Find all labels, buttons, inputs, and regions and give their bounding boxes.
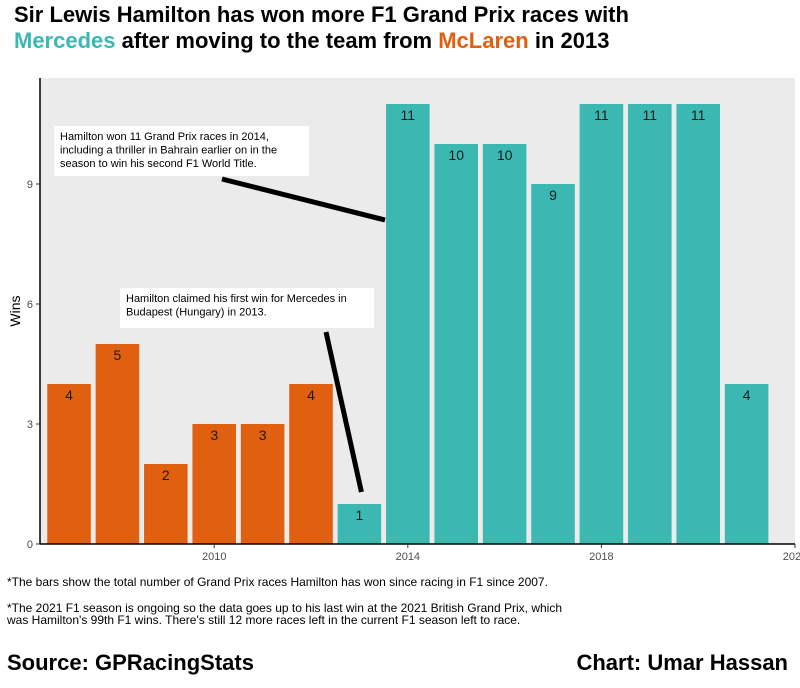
bar-label-2010: 3 <box>210 427 218 443</box>
bar-label-2013: 1 <box>356 507 364 523</box>
bar-2017 <box>531 184 575 544</box>
bar-2015 <box>434 144 478 544</box>
note-bars: *The bars show the total number of Grand… <box>7 575 548 589</box>
bar-2010 <box>192 424 237 544</box>
bar-label-2020: 11 <box>691 107 706 123</box>
chart-title: Sir Lewis Hamilton has won more F1 Grand… <box>14 2 794 54</box>
y-ticks-group: 0 3 6 9 <box>27 179 40 551</box>
bar-2020 <box>676 104 720 544</box>
title-end: in 2013 <box>528 28 610 53</box>
bar-2013 <box>337 504 382 544</box>
x-tick-label-2010: 2010 <box>202 551 226 563</box>
annotations-group: Hamilton won 11 Grand Prix races in 2014… <box>54 126 386 493</box>
bar-2019 <box>628 104 672 544</box>
annotation-box-1 <box>54 126 309 176</box>
bar-label-2019: 11 <box>643 107 658 123</box>
bar-label-2009: 2 <box>162 467 170 483</box>
annotation-pointer-2 <box>323 331 364 493</box>
x-tick-label-2014: 2014 <box>396 551 420 563</box>
bar-label-2017: 9 <box>549 187 557 203</box>
x-tick-label-2018: 2018 <box>589 551 613 563</box>
annotation-2-line-2: Budapest (Hungary) in 2013. <box>126 307 267 319</box>
y-tick-label-3: 3 <box>27 419 33 431</box>
bar-label-2014: 11 <box>401 107 416 123</box>
title-mclaren: McLaren <box>438 28 529 53</box>
bar-label-2021: 4 <box>743 387 751 403</box>
bar-label-2008: 5 <box>114 347 122 363</box>
bar-label-2015: 10 <box>448 147 464 163</box>
x-tick-label-2022: 2022 <box>783 551 800 563</box>
bar-2016 <box>482 144 527 544</box>
bar-2012 <box>289 384 333 544</box>
x-ticks-group: 2010 2014 2018 2022 <box>202 544 800 563</box>
note-season-line-1: *The 2021 F1 season is ongoing so the da… <box>7 601 562 615</box>
title-mercedes: Mercedes <box>14 28 116 53</box>
footer-credit: Chart: Umar Hassan <box>576 650 788 675</box>
annotation-2-line-1: Hamilton claimed his first win for Merce… <box>126 293 347 305</box>
y-tick-label-0: 0 <box>27 539 33 551</box>
bar-label-2018: 11 <box>594 107 609 123</box>
bar-label-2011: 3 <box>259 427 267 443</box>
y-tick-label-6: 6 <box>27 299 33 311</box>
annotation-1-line-3: season to win his second F1 World Title. <box>60 158 257 170</box>
bar-2009 <box>144 464 188 544</box>
bar-2008 <box>95 344 140 544</box>
bar-2021 <box>724 384 769 544</box>
title-mid: after moving to the team from <box>115 28 439 53</box>
bar-2014 <box>386 104 430 544</box>
title-line-1: Sir Lewis Hamilton has won more F1 Grand… <box>14 2 629 27</box>
y-tick-label-9: 9 <box>27 179 33 191</box>
bar-2007 <box>47 384 91 544</box>
y-axis-label: Wins <box>7 295 23 326</box>
bar-label-2012: 4 <box>307 387 315 403</box>
title-line-2: Mercedes after moving to the team from M… <box>14 28 794 54</box>
annotation-1-line-1: Hamilton won 11 Grand Prix races in 2014… <box>60 131 269 143</box>
annotation-1-line-2: including a thriller in Bahrain earlier … <box>60 145 277 157</box>
bar-label-2016: 10 <box>497 147 513 163</box>
annotation-box-2 <box>120 288 374 328</box>
bar-label-2007: 4 <box>65 387 73 403</box>
bar-2018 <box>579 104 624 544</box>
footer-source: Source: GPRacingStats <box>7 650 254 675</box>
note-season-line-2: was Hamilton's 99th F1 wins. There's sti… <box>7 613 521 627</box>
annotation-pointer-1 <box>221 176 386 223</box>
bars-group <box>47 104 769 544</box>
bar-2011 <box>240 424 285 544</box>
